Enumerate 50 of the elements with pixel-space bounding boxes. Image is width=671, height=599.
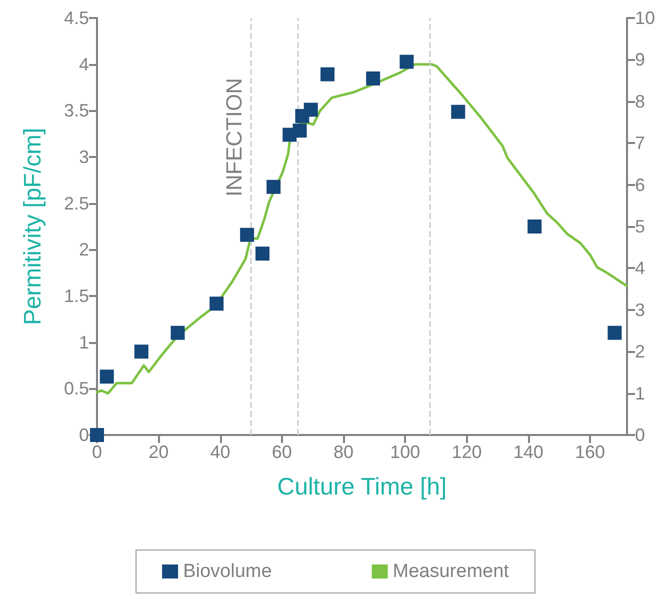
point	[266, 180, 281, 194]
y-axis-title: Permitivity [pF/cm]	[20, 128, 46, 326]
legend-label: Measurement	[392, 561, 510, 582]
point	[255, 246, 270, 261]
point	[210, 296, 224, 311]
y-tick-label: 3	[78, 147, 89, 167]
y2-tick-label: 4	[635, 258, 646, 278]
y-tick-label: 0.5	[64, 378, 89, 399]
y-tick-label: 2.5	[64, 193, 89, 214]
y2-tick-label: 0	[635, 425, 646, 445]
y2-tick-label: 8	[635, 91, 646, 112]
ref-line-label: INFECTION	[222, 78, 247, 197]
y-tick-label: 0	[78, 425, 89, 445]
point	[304, 102, 318, 117]
point	[528, 220, 542, 234]
point	[451, 104, 466, 119]
point	[170, 326, 185, 340]
x-tick-label: 20	[148, 442, 169, 462]
y2-tick-label: 3	[635, 300, 646, 320]
point	[292, 124, 307, 138]
y2-tick-label: 2	[635, 342, 646, 362]
y2-tick-label: 9	[635, 50, 646, 70]
y-tick-label: 1	[78, 332, 89, 352]
point	[320, 67, 334, 82]
x-tick-label: 100	[390, 442, 420, 462]
y-tick-label: 1.5	[64, 286, 89, 306]
x-tick-label: 0	[92, 442, 102, 462]
x-axis-title: Culture Time [h]	[277, 474, 447, 500]
y2-tick-label: 1	[635, 383, 646, 404]
y-tick-label: 3.5	[64, 100, 89, 121]
y-tick-label: 4.5	[64, 8, 89, 28]
x-tick-label: 160	[575, 442, 606, 462]
point	[134, 344, 148, 359]
y2-tick-label: 6	[635, 174, 646, 195]
y2-tick-label: 10	[635, 8, 656, 28]
point	[100, 370, 114, 384]
point	[240, 228, 254, 242]
point	[366, 71, 380, 86]
y-tick-label: 2	[78, 240, 89, 260]
y-tick-label: 4	[78, 54, 89, 74]
legend-label: Biovolume	[183, 561, 272, 582]
x-tick-label: 80	[333, 442, 354, 462]
x-tick-label: 120	[452, 442, 482, 462]
y2-tick-label: 5	[635, 216, 646, 236]
point	[608, 326, 622, 340]
x-tick-label: 60	[272, 442, 292, 462]
point	[400, 54, 414, 69]
x-tick-label: 40	[210, 442, 230, 462]
y2-tick-label: 7	[635, 133, 646, 154]
x-tick-label: 140	[513, 442, 544, 462]
